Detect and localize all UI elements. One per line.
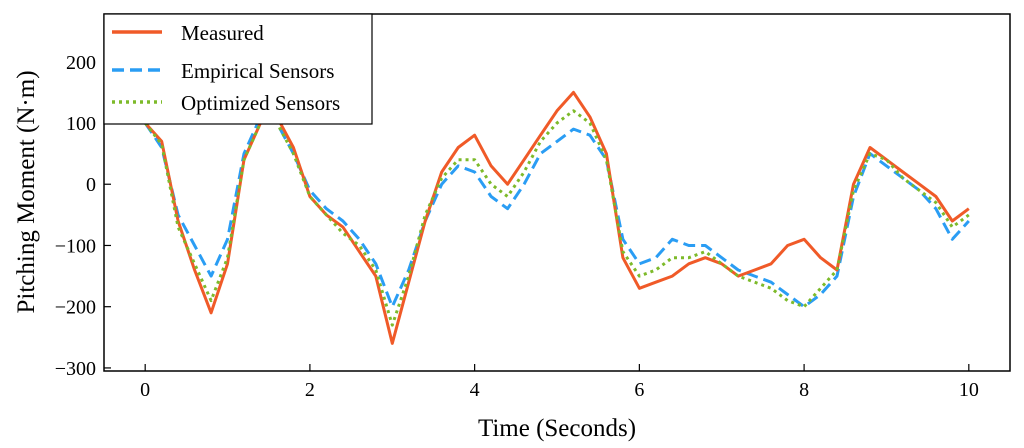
y-axis-title: Pitching Moment (N·m) bbox=[13, 70, 40, 313]
legend: Measured Empirical Sensors Optimized Sen… bbox=[103, 13, 373, 125]
legend-label-optimized: Optimized Sensors bbox=[181, 91, 340, 115]
x-tick-label: 10 bbox=[959, 379, 979, 401]
ticks-layer: 0 2 4 6 8 10 −300 −200 −100 0 100 200 bbox=[55, 52, 979, 401]
legend-label-measured: Measured bbox=[181, 21, 264, 45]
series-line-optimized-sensors bbox=[144, 109, 970, 327]
x-tick-label: 0 bbox=[140, 379, 150, 401]
y-tick-label: 100 bbox=[66, 113, 96, 135]
x-tick-label: 6 bbox=[634, 379, 644, 401]
y-tick-label: 200 bbox=[66, 52, 96, 74]
y-tick-label: −200 bbox=[55, 297, 96, 319]
y-tick-label: −300 bbox=[55, 358, 96, 380]
legend-label-empirical: Empirical Sensors bbox=[181, 59, 334, 83]
plot-frame bbox=[103, 13, 1011, 372]
y-tick-label: 0 bbox=[86, 174, 96, 196]
y-tick-label: −100 bbox=[55, 235, 96, 257]
x-tick-label: 2 bbox=[305, 379, 315, 401]
series-layer bbox=[143, 90, 970, 345]
series-line-measured bbox=[144, 90, 970, 345]
x-axis-title: Time (Seconds) bbox=[478, 415, 636, 442]
series-line-empirical-sensors bbox=[143, 115, 970, 309]
x-tick-label: 4 bbox=[470, 379, 480, 401]
x-tick-label: 8 bbox=[799, 379, 809, 401]
